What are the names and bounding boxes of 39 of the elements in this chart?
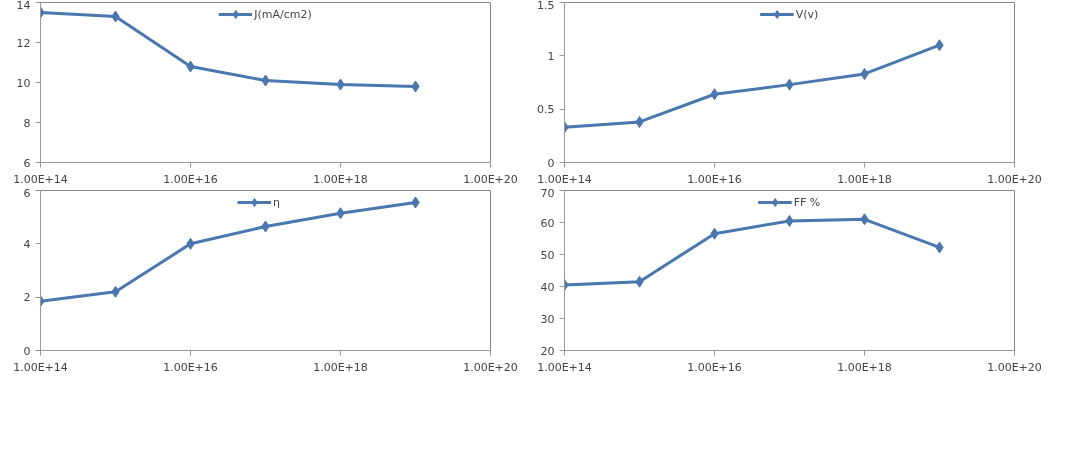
y-tick-label: 30 [540, 312, 555, 326]
y-tick-label: 60 [540, 216, 555, 230]
x-tick-label: 1.00E+18 [837, 360, 892, 374]
y-tick-label: 40 [540, 280, 555, 294]
x-tick-label: 1.00E+18 [313, 360, 368, 374]
x-tick-label: 1.00E+18 [313, 172, 368, 186]
y-tick-label: 8 [23, 116, 31, 130]
y-tick-label: 70 [540, 186, 555, 200]
x-tick-label: 1.00E+18 [837, 172, 892, 186]
legend-label: FF % [793, 195, 821, 209]
x-tick-label: 1.00E+14 [537, 360, 592, 374]
y-tick-label: 6 [23, 156, 31, 170]
y-tick-label: 50 [540, 248, 555, 262]
x-tick-label: 1.00E+14 [13, 360, 68, 374]
x-tick-label: 1.00E+16 [163, 172, 218, 186]
y-tick-label: 14 [16, 0, 31, 12]
x-tick-label: 1.00E+20 [463, 172, 518, 186]
x-tick-label: 1.00E+20 [987, 360, 1042, 374]
x-tick-label: 1.00E+16 [687, 360, 742, 374]
x-tick-label: 1.00E+20 [463, 360, 518, 374]
y-tick-label: 0 [547, 156, 555, 170]
x-tick-label: 1.00E+16 [687, 172, 742, 186]
legend-label: V(v) [795, 7, 819, 21]
x-tick-label: 1.00E+14 [13, 172, 68, 186]
y-tick-label: 12 [16, 36, 31, 50]
y-tick-label: 10 [16, 76, 31, 90]
legend-label: η [273, 195, 281, 209]
x-tick-label: 1.00E+16 [163, 360, 218, 374]
legend-label: J(mA/cm2) [254, 7, 312, 21]
x-tick-label: 1.00E+14 [537, 172, 592, 186]
y-tick-label: 2 [23, 291, 31, 305]
y-tick-label: 20 [540, 344, 555, 358]
y-tick-label: 1.5 [537, 0, 555, 12]
y-tick-label: 6 [23, 186, 31, 200]
x-tick-label: 1.00E+20 [987, 172, 1042, 186]
y-tick-label: 0 [23, 344, 31, 358]
y-tick-label: 1 [547, 49, 555, 63]
y-tick-label: 0.5 [537, 103, 555, 117]
y-tick-label: 4 [23, 237, 31, 251]
